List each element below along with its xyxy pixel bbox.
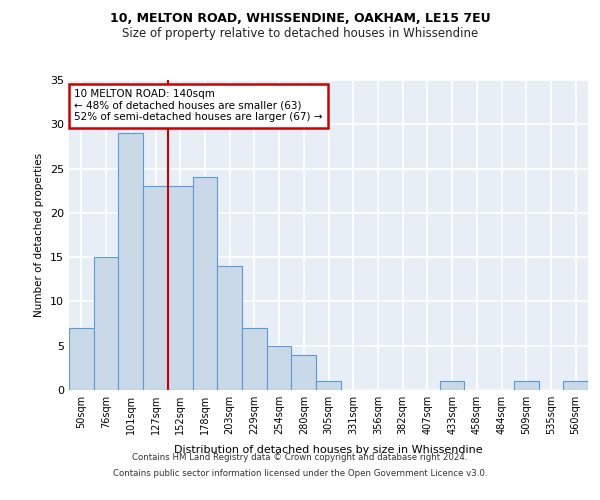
Text: Size of property relative to detached houses in Whissendine: Size of property relative to detached ho…: [122, 28, 478, 40]
Bar: [440, 381, 464, 390]
Bar: [292, 354, 316, 390]
Bar: [563, 381, 588, 390]
Text: Contains HM Land Registry data © Crown copyright and database right 2024.: Contains HM Land Registry data © Crown c…: [132, 454, 468, 462]
X-axis label: Distribution of detached houses by size in Whissendine: Distribution of detached houses by size …: [174, 446, 483, 456]
Bar: [514, 381, 539, 390]
Bar: [316, 381, 341, 390]
Text: 10, MELTON ROAD, WHISSENDINE, OAKHAM, LE15 7EU: 10, MELTON ROAD, WHISSENDINE, OAKHAM, LE…: [110, 12, 490, 26]
Bar: [217, 266, 242, 390]
Bar: [143, 186, 168, 390]
Bar: [69, 328, 94, 390]
Y-axis label: Number of detached properties: Number of detached properties: [34, 153, 44, 317]
Bar: [193, 178, 217, 390]
Bar: [118, 133, 143, 390]
Text: Contains public sector information licensed under the Open Government Licence v3: Contains public sector information licen…: [113, 468, 487, 477]
Text: 10 MELTON ROAD: 140sqm
← 48% of detached houses are smaller (63)
52% of semi-det: 10 MELTON ROAD: 140sqm ← 48% of detached…: [74, 90, 323, 122]
Bar: [94, 257, 118, 390]
Bar: [242, 328, 267, 390]
Bar: [168, 186, 193, 390]
Bar: [267, 346, 292, 390]
